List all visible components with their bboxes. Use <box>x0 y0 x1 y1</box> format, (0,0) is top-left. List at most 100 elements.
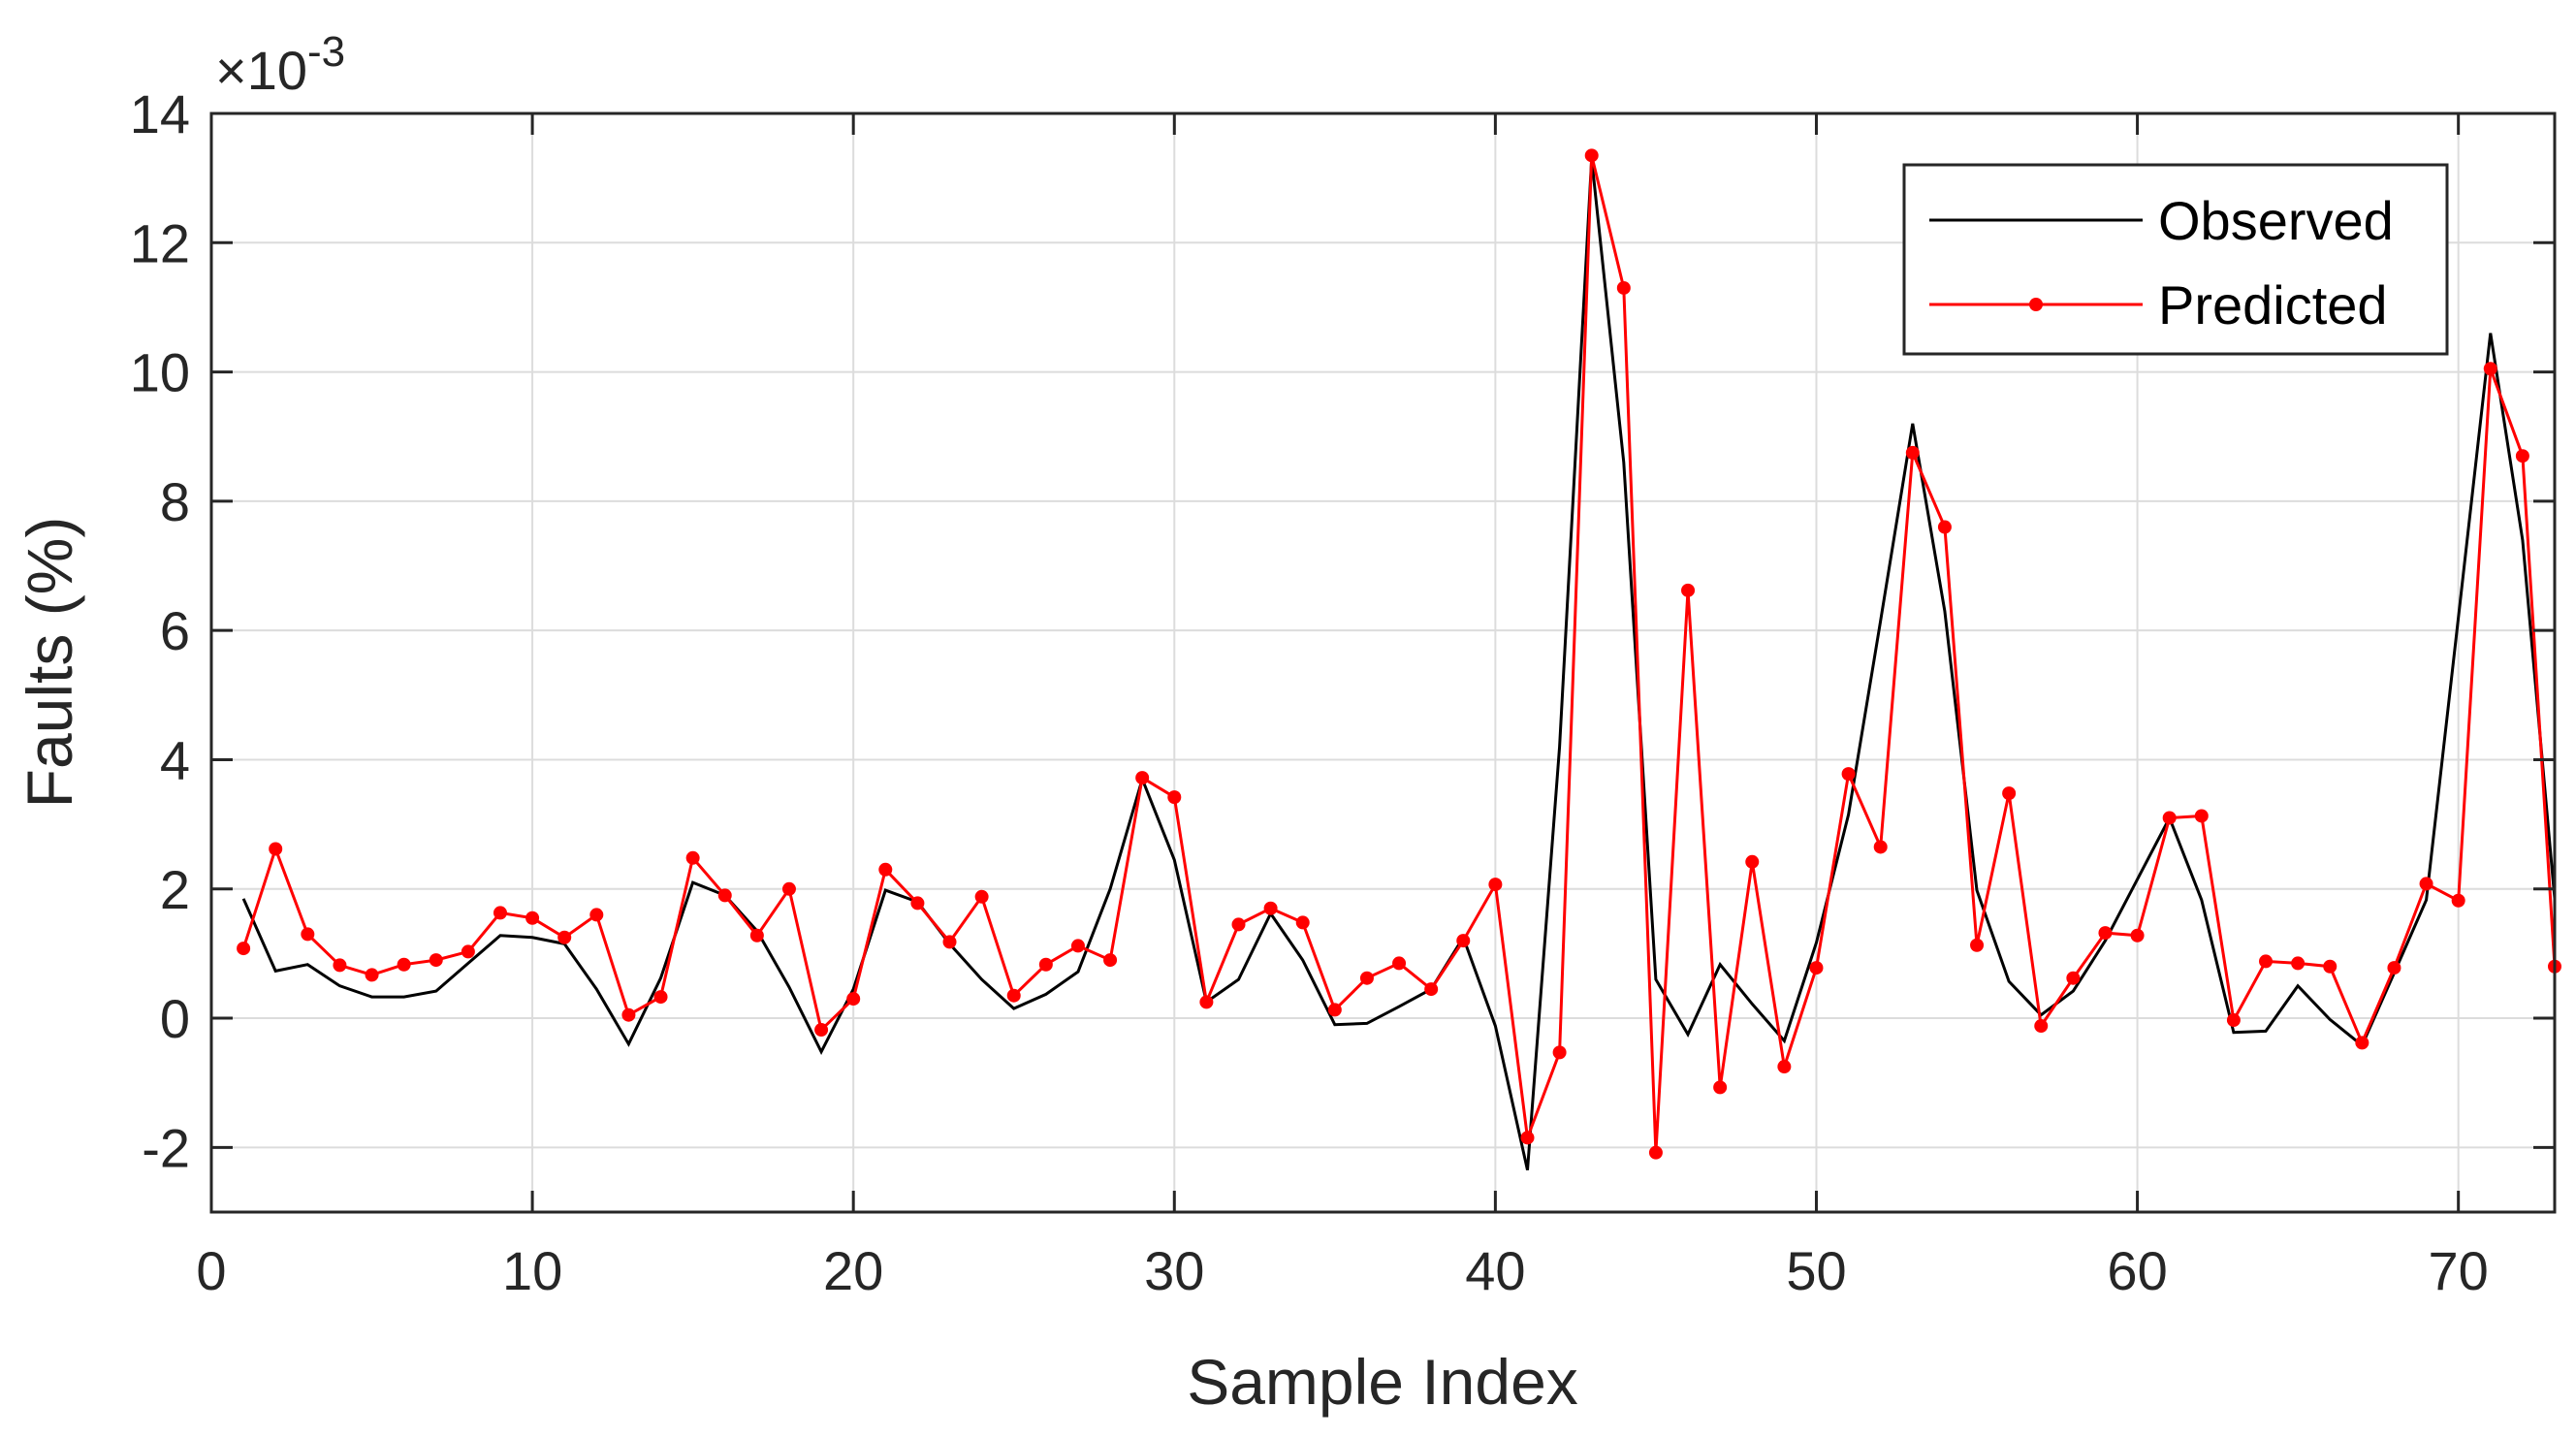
data-point-predicted <box>1584 148 1599 163</box>
data-point-predicted <box>333 958 347 973</box>
legend-box <box>1902 163 2449 356</box>
data-point-predicted <box>2130 928 2145 943</box>
data-point-predicted <box>1103 953 1118 968</box>
data-point-predicted <box>493 906 507 920</box>
data-point-predicted <box>1456 934 1471 948</box>
data-point-predicted <box>397 957 411 972</box>
y-exponent-power: -3 <box>307 28 345 76</box>
data-point-predicted <box>2002 786 2017 801</box>
data-point-predicted <box>942 935 957 949</box>
data-point-predicted <box>2291 956 2306 971</box>
data-point-predicted <box>237 942 251 956</box>
data-point-predicted <box>429 953 443 968</box>
data-point-predicted <box>1745 854 1760 869</box>
data-point-predicted <box>2162 811 2177 825</box>
y-tick-label: 12 <box>130 212 190 273</box>
data-point-predicted <box>269 842 283 856</box>
data-point-predicted <box>1070 939 1085 953</box>
data-point-predicted <box>2419 877 2433 891</box>
data-point-predicted <box>781 881 796 896</box>
legend-marker-predicted <box>2029 298 2043 311</box>
data-point-predicted <box>301 927 315 942</box>
x-tick-label: 30 <box>1144 1240 1204 1301</box>
data-point-predicted <box>1135 771 1150 785</box>
y-tick-label: 10 <box>130 342 190 403</box>
data-point-predicted <box>557 930 572 944</box>
data-point-predicted <box>974 889 989 904</box>
grid-lines <box>210 112 2555 1212</box>
data-point-predicted <box>814 1023 829 1038</box>
data-point-predicted <box>1327 1003 1342 1017</box>
y-exponent-label: ×10-3 <box>215 28 345 101</box>
x-tick-label: 10 <box>502 1240 562 1301</box>
y-axis-title: Faults (%) <box>14 517 85 809</box>
data-point-predicted <box>1648 1145 1663 1160</box>
data-point-predicted <box>365 968 379 982</box>
data-point-predicted <box>1777 1060 1792 1074</box>
data-point-predicted <box>1231 917 1246 932</box>
series-layer <box>237 148 2561 1171</box>
data-point-predicted <box>1199 995 1214 1009</box>
tick-marks <box>209 112 2555 1212</box>
y-tick-label: 0 <box>160 988 190 1049</box>
data-point-predicted <box>2387 961 2401 975</box>
y-tick-label: 6 <box>160 600 190 661</box>
data-point-predicted <box>846 992 861 1007</box>
plot-area-border <box>209 112 2557 1214</box>
data-point-predicted <box>1552 1045 1567 1060</box>
data-point-predicted <box>461 944 475 959</box>
y-tick-label: 14 <box>130 83 190 144</box>
data-point-predicted <box>2515 449 2529 463</box>
data-point-predicted <box>525 911 540 925</box>
data-point-predicted <box>1681 583 1696 597</box>
x-tick-labels: 0 10 20 30 40 50 60 70 <box>196 1240 2488 1301</box>
y-tick-labels: -2 0 2 4 6 8 10 12 14 <box>130 83 190 1178</box>
data-point-predicted <box>1295 915 1310 930</box>
legend-label-predicted: Predicted <box>2158 274 2388 336</box>
data-point-predicted <box>1488 878 1503 892</box>
data-point-predicted <box>2098 926 2113 941</box>
data-point-predicted <box>1713 1080 1728 1095</box>
data-point-predicted <box>1520 1131 1535 1145</box>
data-point-predicted <box>1392 956 1407 971</box>
y-tick-label: 2 <box>160 859 190 920</box>
data-point-predicted <box>2226 1013 2241 1028</box>
data-point-predicted <box>1263 901 1278 915</box>
data-point-predicted <box>2483 362 2497 376</box>
data-point-predicted <box>717 888 732 903</box>
x-tick-label: 70 <box>2429 1240 2489 1301</box>
data-point-predicted <box>685 850 700 865</box>
x-tick-label: 20 <box>823 1240 883 1301</box>
y-tick-label: -2 <box>142 1117 190 1178</box>
data-point-predicted <box>1937 520 1952 534</box>
data-point-predicted <box>589 908 604 922</box>
data-point-predicted <box>2355 1036 2369 1050</box>
data-point-predicted <box>1970 938 1985 952</box>
x-tick-label: 40 <box>1465 1240 1525 1301</box>
data-point-predicted <box>1006 988 1021 1003</box>
data-point-predicted <box>2034 1019 2049 1034</box>
x-tick-label: 50 <box>1786 1240 1846 1301</box>
x-tick-label: 0 <box>196 1240 226 1301</box>
data-point-predicted <box>1841 767 1856 782</box>
data-point-predicted <box>2066 971 2081 985</box>
data-point-predicted <box>1167 790 1182 805</box>
y-tick-label: 8 <box>160 471 190 532</box>
data-point-predicted <box>1616 280 1631 295</box>
data-point-predicted <box>910 896 925 911</box>
data-point-predicted <box>653 990 668 1005</box>
data-point-predicted <box>1873 840 1888 854</box>
x-tick-label: 60 <box>2107 1240 2167 1301</box>
data-point-predicted <box>1809 961 1824 975</box>
x-axis-title: Sample Index <box>1187 1346 1578 1418</box>
data-point-predicted <box>2194 809 2209 823</box>
data-point-predicted <box>2259 954 2274 969</box>
data-point-predicted <box>2323 959 2337 974</box>
data-point-predicted <box>749 928 764 943</box>
legend: Observed Predicted <box>1902 163 2449 356</box>
data-point-predicted <box>878 862 893 877</box>
data-point-predicted <box>621 1007 636 1022</box>
data-point-predicted <box>1038 957 1053 972</box>
data-point-predicted <box>1424 982 1439 997</box>
